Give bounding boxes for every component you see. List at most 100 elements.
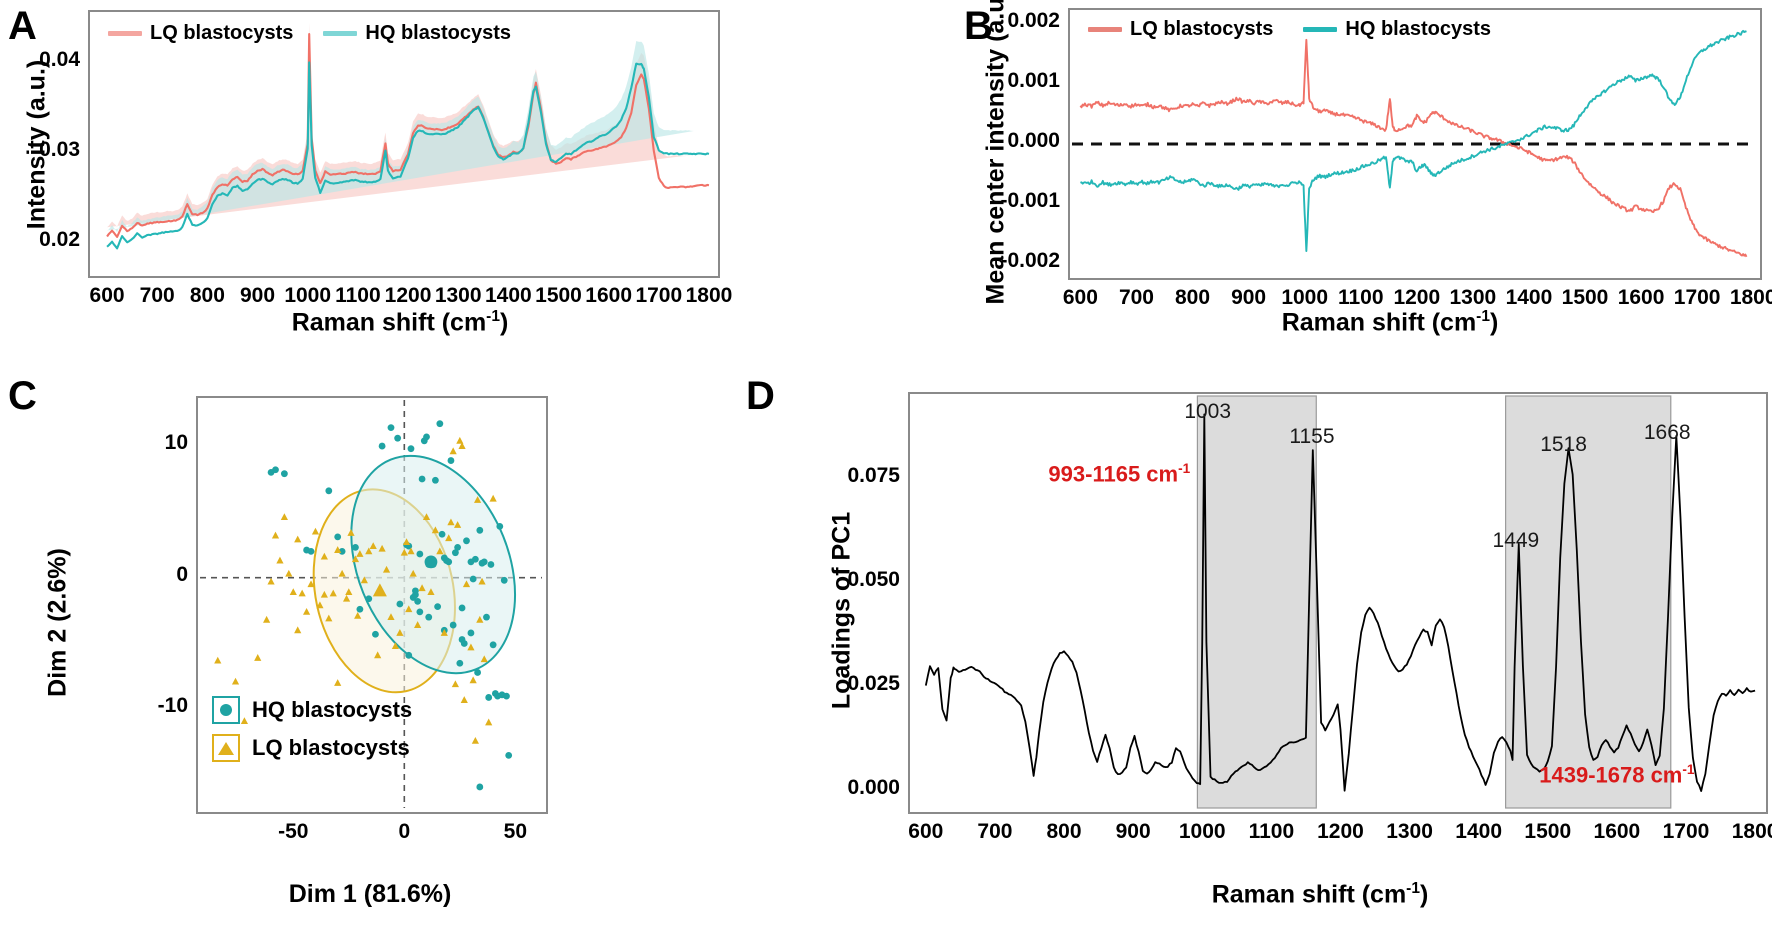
panel-d-x-axis-title-sup: -1 (1406, 880, 1420, 897)
axis-tick-label: 800 (1046, 820, 1082, 843)
axis-tick-label: 0.02 (39, 227, 80, 251)
axis-tick-label: 1200 (1393, 286, 1441, 309)
panel-b-svg (1072, 29, 1756, 258)
axis-tick-label: 800 (1175, 286, 1211, 309)
axis-tick-label: 1300 (434, 284, 482, 307)
panel-c-plot-area (196, 396, 548, 814)
panel-b-x-axis-title-tail: ) (1489, 308, 1499, 337)
axis-tick-label: 1000 (1178, 820, 1226, 843)
band-range-annotation: 1439-1678 cm-1 (1539, 762, 1694, 788)
axis-tick-label: 700 (1118, 286, 1154, 309)
axis-tick-label: 1100 (1248, 820, 1295, 843)
peak-label: 1668 (1643, 420, 1691, 444)
panel-d-x-axis-title: Raman shift (cm-1) (1040, 880, 1600, 909)
panel-b-plot-area (1068, 8, 1762, 280)
panel-a-legend-label-lq: LQ blastocysts (150, 22, 294, 44)
axis-tick-label: -50 (278, 820, 309, 843)
panel-b-x-axis-title: Raman shift (cm-1) (1080, 308, 1700, 337)
band-range-annotation: 993-1165 cm-1 (1048, 461, 1190, 487)
panel-c-legend-label-lq: LQ blastocysts (252, 735, 410, 760)
panel-b-legend-label-hq: HQ blastocysts (1345, 18, 1491, 40)
axis-tick-label: 1500 (535, 284, 582, 307)
panel-c-legend-item-hq: HQ blastocysts (212, 696, 412, 724)
peak-label: 1518 (1540, 433, 1587, 457)
panel-c-legend-label-hq: HQ blastocysts (252, 697, 413, 722)
axis-tick-label: 0.050 (847, 568, 900, 592)
axis-tick-label: 1500 (1524, 820, 1572, 843)
axis-tick-label: 800 (189, 284, 225, 307)
axis-tick-label: 1300 (1449, 286, 1497, 309)
axis-tick-label: 0.075 (847, 464, 900, 488)
axis-tick-label: 0.03 (39, 137, 80, 161)
panel-c-x-axis-title: Dim 1 (81.6%) (288, 880, 452, 908)
axis-tick-label: 900 (1231, 286, 1267, 309)
axis-tick-label: 1300 (1386, 820, 1433, 843)
panel-c-legend-item-lq: LQ blastocysts (212, 734, 412, 762)
axis-tick-label: 600 (908, 820, 944, 843)
panel-d-x-axis-title-tail: ) (1419, 880, 1429, 909)
panel-d-x-axis-title-main: Raman shift (cm (1211, 880, 1407, 909)
panel-a-svg (106, 22, 710, 250)
panel-b-legend-swatch-lq (1088, 27, 1122, 32)
panel-d-letter: D (746, 374, 775, 418)
axis-tick-label: 1400 (1455, 820, 1503, 843)
panel-c-y-axis-title: Dim 2 (2.6%) (43, 548, 72, 697)
axis-tick-label: 1800 (1729, 286, 1772, 309)
circle-marker-icon (220, 704, 232, 716)
panel-c-svg (200, 400, 542, 808)
axis-tick-label: 0 (176, 562, 188, 586)
panel-a-x-axis-title-tail: ) (499, 308, 509, 337)
axis-tick-label: 1500 (1561, 286, 1609, 309)
axis-tick-label: -10 (157, 694, 188, 718)
axis-tick-label: 0.000 (847, 776, 900, 800)
axis-tick-label: 0.002 (1007, 9, 1060, 32)
axis-tick-label: 1400 (1505, 286, 1553, 309)
axis-tick-label: 1700 (1673, 286, 1721, 309)
peak-label: 1449 (1492, 528, 1540, 552)
panel-b-legend-item-hq: HQ blastocysts (1303, 18, 1491, 41)
axis-tick-label: 1200 (384, 284, 432, 307)
axis-tick-label: 1600 (1617, 286, 1665, 309)
axis-tick-label: 1800 (1731, 820, 1772, 843)
panel-b-legend-label-lq: LQ blastocysts (1130, 18, 1274, 40)
band-range-annotation-sup: -1 (1682, 762, 1695, 778)
axis-tick-label: 1700 (1662, 820, 1710, 843)
panel-c-legend: HQ blastocysts LQ blastocysts (212, 696, 412, 762)
panel-b-letter: B (964, 4, 993, 48)
axis-tick-label: -0.001 (1000, 189, 1060, 212)
triangle-marker-icon (218, 741, 234, 755)
axis-tick-label: 0.025 (847, 672, 900, 696)
panel-a-legend-item-lq: LQ blastocysts (108, 22, 293, 45)
panel-a-legend-label-hq: HQ blastocysts (365, 22, 511, 44)
axis-tick-label: 50 (503, 820, 528, 843)
panel-a-letter: A (8, 4, 37, 48)
axis-tick-label: 0.001 (1007, 69, 1060, 92)
peak-label: 1003 (1184, 399, 1232, 423)
axis-tick-label: 1400 (484, 284, 532, 307)
axis-tick-label: 1100 (335, 284, 381, 307)
panel-a-plot-area (88, 10, 720, 278)
axis-tick-label: 900 (1115, 820, 1151, 843)
panel-c-letter: C (8, 374, 37, 418)
panel-a-legend: LQ blastocysts HQ blastocysts (108, 22, 511, 45)
axis-tick-label: 600 (89, 284, 125, 307)
panel-a-x-axis-title: Raman shift (cm-1) (120, 308, 680, 337)
axis-tick-label: -0.002 (1000, 249, 1060, 272)
axis-tick-label: 700 (977, 820, 1013, 843)
axis-tick-label: 1700 (635, 284, 683, 307)
axis-tick-label: 1000 (1281, 286, 1329, 309)
panel-b-legend-swatch-hq (1303, 27, 1338, 32)
band-range-annotation-text: 1439-1678 cm (1539, 762, 1683, 788)
band-range-annotation-text: 993-1165 cm (1048, 461, 1179, 487)
axis-tick-label: 1100 (1337, 286, 1384, 309)
panel-b-x-axis-title-sup: -1 (1476, 308, 1490, 325)
axis-tick-label: 1000 (284, 284, 332, 307)
axis-tick-label: 900 (240, 284, 276, 307)
panel-a-legend-item-hq: HQ blastocysts (323, 22, 511, 45)
panel-b-legend-item-lq: LQ blastocysts (1088, 18, 1273, 41)
axis-tick-label: 0.000 (1007, 129, 1060, 152)
axis-tick-label: 1200 (1317, 820, 1364, 843)
band-range-annotation-sup: -1 (1178, 461, 1191, 477)
axis-tick-label: 1600 (585, 284, 633, 307)
